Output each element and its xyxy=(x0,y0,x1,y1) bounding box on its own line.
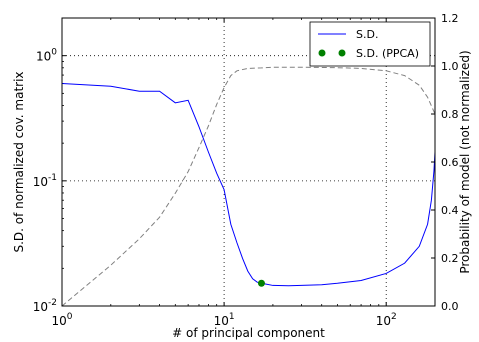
right-y-tick-label: 0.6 xyxy=(441,156,459,169)
x-tick-label: 101 xyxy=(214,312,235,328)
x-tick-label: 102 xyxy=(376,312,397,328)
legend-box xyxy=(309,21,431,67)
legend-marker xyxy=(318,49,326,57)
left-y-tick-label: 100 xyxy=(36,48,57,64)
x-axis-label: # of principal component xyxy=(172,326,325,340)
right-y-axis-label: Probability of model (not normalized) xyxy=(458,50,472,273)
legend-label: S.D. xyxy=(356,28,378,41)
legend-label: S.D. (PPCA) xyxy=(356,47,419,60)
sd-line xyxy=(61,82,436,287)
right-y-tick-label: 0.4 xyxy=(441,204,459,217)
legend-marker xyxy=(338,49,346,57)
right-y-tick-label: 0.2 xyxy=(441,252,459,265)
right-y-tick-label: 1.2 xyxy=(441,12,459,25)
right-y-tick-label: 1.0 xyxy=(441,60,459,73)
left-y-axis-label: S.D. of normalized cov. matrix xyxy=(12,71,26,252)
data-point-ppca xyxy=(257,279,265,287)
right-y-tick-label: 0.0 xyxy=(441,300,459,313)
probability-line xyxy=(61,66,436,307)
right-y-tick-label: 0.8 xyxy=(441,108,459,121)
left-y-tick-label: 10-1 xyxy=(33,173,57,189)
left-y-tick-label: 10-2 xyxy=(33,298,57,314)
x-tick-label: 100 xyxy=(51,312,72,328)
